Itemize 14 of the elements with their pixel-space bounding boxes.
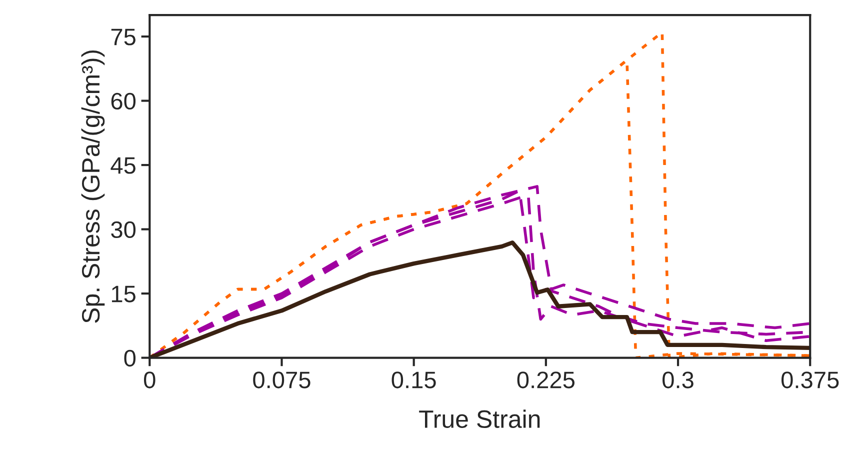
x-tick-label: 0.15: [392, 372, 436, 388]
y-tick-label: 15: [112, 286, 136, 302]
y-tick-label: 75: [111, 28, 136, 46]
x-tick-label: 0.375: [782, 372, 839, 388]
x-tick-label: 0.075: [253, 372, 310, 388]
x-axis-title: True Strain: [419, 410, 540, 428]
y-axis-title: Sp. Stress (GPa/(g/cm³)): [81, 50, 105, 323]
x-tick-label: 0: [144, 372, 156, 388]
y-tick-label: 0: [124, 350, 136, 367]
y-tick-label: 30: [111, 221, 136, 238]
x-tick-label: 0.225: [517, 372, 574, 388]
x-tick-label: 0.3: [662, 372, 694, 388]
y-tick-label: 60: [111, 92, 136, 110]
y-tick-label: 45: [110, 157, 136, 174]
